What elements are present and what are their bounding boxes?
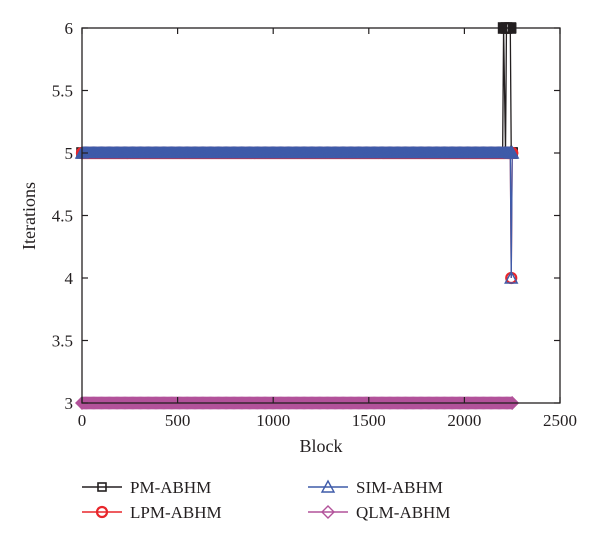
- legend-marker: [320, 479, 336, 493]
- x-tick-label: 1500: [352, 411, 386, 430]
- x-tick-label: 1000: [256, 411, 290, 430]
- series-line: [82, 27, 513, 154]
- y-tick-label: 5: [65, 144, 74, 163]
- series-pm-abhm: [76, 22, 519, 159]
- x-tick-label: 500: [165, 411, 191, 430]
- series-line: [82, 152, 513, 279]
- series-line: [82, 152, 513, 279]
- series-lpm-abhm: [75, 146, 519, 285]
- data-point: [505, 145, 520, 159]
- data-point: [503, 396, 517, 410]
- x-tick-label: 2500: [543, 411, 577, 430]
- y-tick-label: 4.5: [52, 207, 73, 226]
- legend: PM-ABHM LPM-ABHM SIM-ABHM QLM-ABHM: [82, 478, 450, 522]
- series-qlm-abhm: [75, 396, 520, 410]
- y-tick-label: 4: [65, 269, 74, 288]
- y-tick-label: 5.5: [52, 82, 73, 101]
- axes: 0 500 1000 1500 2000 2500 3 3.5 4 4.5 5 5.5 6: [52, 19, 577, 430]
- legend-marker: [95, 505, 109, 519]
- legend-label: PM-ABHM: [130, 478, 211, 497]
- y-tick-label: 3.5: [52, 332, 73, 351]
- series-sim-abhm: [74, 145, 520, 284]
- y-axis-title: Iterations: [19, 182, 39, 250]
- legend-item-sim-abhm: SIM-ABHM: [308, 478, 443, 497]
- legend-label: LPM-ABHM: [130, 503, 222, 522]
- legend-item-pm-abhm: PM-ABHM: [82, 478, 211, 497]
- data-point: [75, 396, 89, 410]
- plot-area: [74, 22, 520, 410]
- data-point: [501, 396, 515, 410]
- legend-item-qlm-abhm: QLM-ABHM: [308, 503, 450, 522]
- y-tick-label: 6: [65, 19, 74, 38]
- legend-item-lpm-abhm: LPM-ABHM: [82, 503, 222, 522]
- legend-label: QLM-ABHM: [356, 503, 450, 522]
- legend-marker: [321, 505, 335, 519]
- legend-label: SIM-ABHM: [356, 478, 443, 497]
- data-point: [502, 396, 516, 410]
- data-point: [504, 270, 519, 284]
- data-point: [499, 396, 514, 410]
- x-tick-label: 2000: [447, 411, 481, 430]
- x-tick-label: 0: [78, 411, 87, 430]
- x-axis-title: Block: [300, 436, 343, 456]
- y-tick-label: 3: [65, 394, 74, 413]
- data-point: [505, 396, 520, 410]
- plot-frame: [81, 27, 561, 404]
- legend-marker: [97, 482, 107, 492]
